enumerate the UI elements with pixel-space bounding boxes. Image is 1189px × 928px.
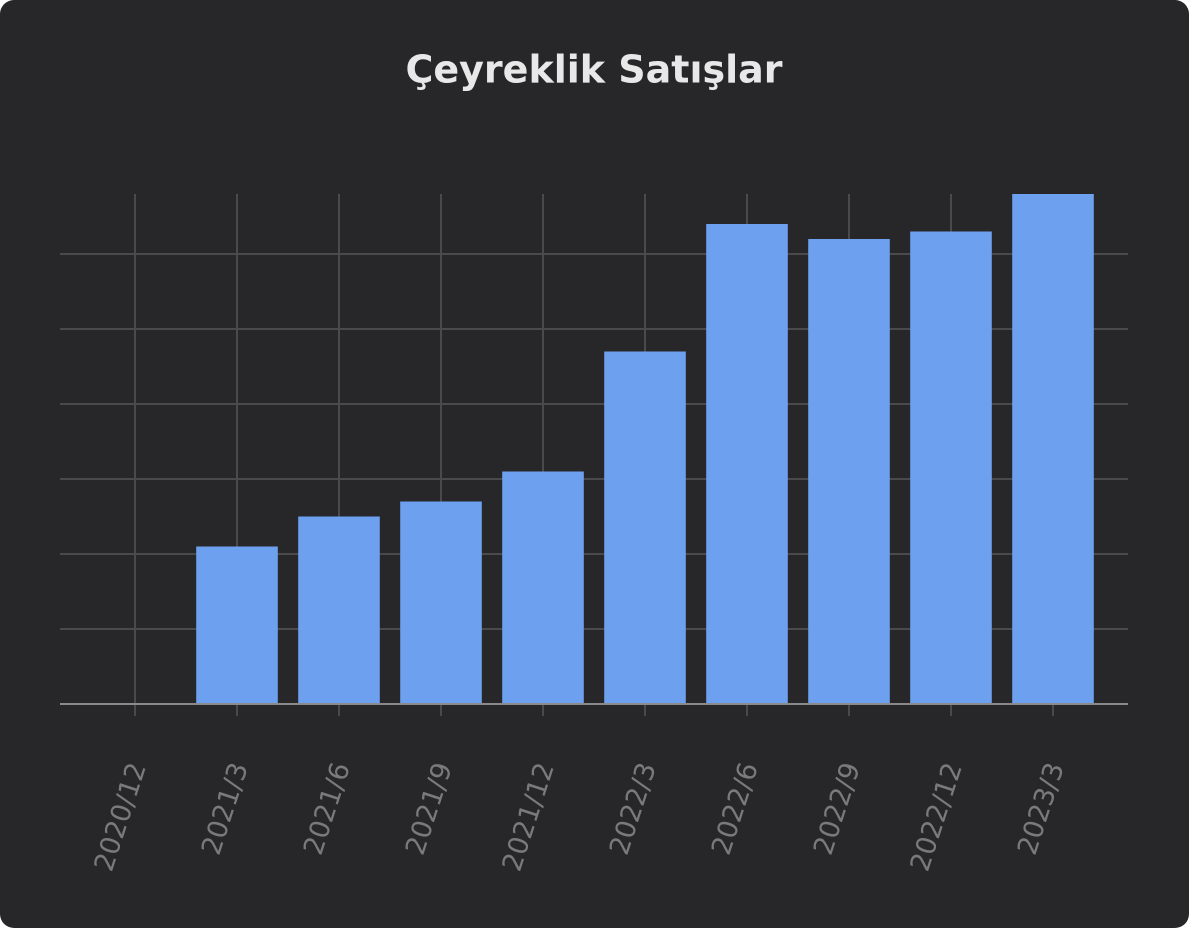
bar: [706, 224, 788, 704]
bar: [400, 501, 482, 704]
bar: [910, 231, 992, 704]
bar: [808, 239, 890, 704]
bar: [604, 351, 686, 704]
chart-title: Çeyreklik Satışlar: [406, 48, 783, 92]
bar: [502, 471, 584, 704]
bar: [196, 546, 278, 704]
bar: [298, 516, 380, 704]
bar: [1012, 194, 1094, 704]
